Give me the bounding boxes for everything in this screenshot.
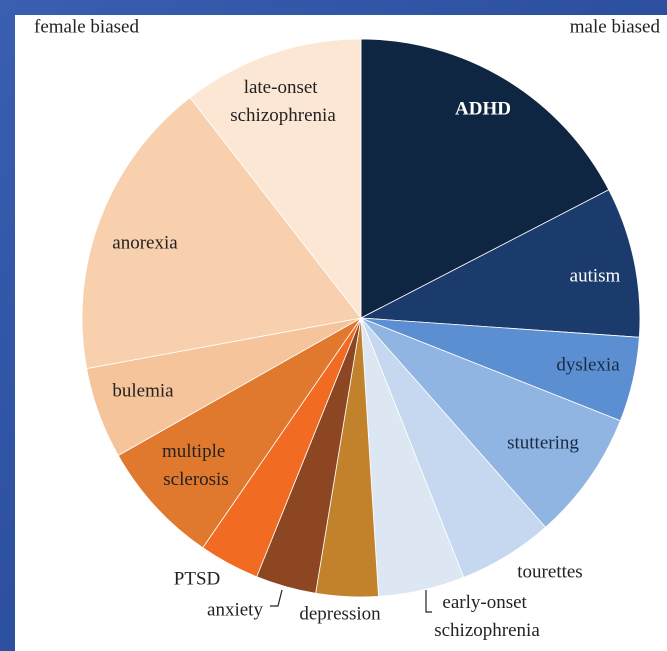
slice-label: tourettes <box>517 561 582 582</box>
slice-label: stuttering <box>507 432 579 453</box>
slice-label: anorexia <box>112 232 178 253</box>
right-caption: male biased <box>570 16 661 37</box>
slice-label: late-onset schizophrenia <box>230 77 336 126</box>
left-caption: female biased <box>34 16 139 37</box>
leader-line <box>425 590 432 613</box>
slice-label: autism <box>570 265 621 286</box>
pie-slice <box>360 317 621 528</box>
slice-label: bulemia <box>112 380 174 401</box>
slice-label: PTSD <box>174 568 220 589</box>
pie-slice <box>117 317 362 549</box>
slice-label: multiple sclerosis <box>162 441 230 490</box>
pie-slice <box>359 189 641 338</box>
slice-label: depression <box>299 603 381 624</box>
slice-label: dyslexia <box>556 354 620 375</box>
pie-slice <box>81 96 362 370</box>
pie-slice <box>360 38 610 319</box>
slice-label: early-onset schizophrenia <box>434 592 540 641</box>
leader-line <box>270 589 283 607</box>
slice-label: anxiety <box>207 599 263 620</box>
slice-label: ADHD <box>455 98 511 119</box>
pie-slice <box>189 38 362 320</box>
